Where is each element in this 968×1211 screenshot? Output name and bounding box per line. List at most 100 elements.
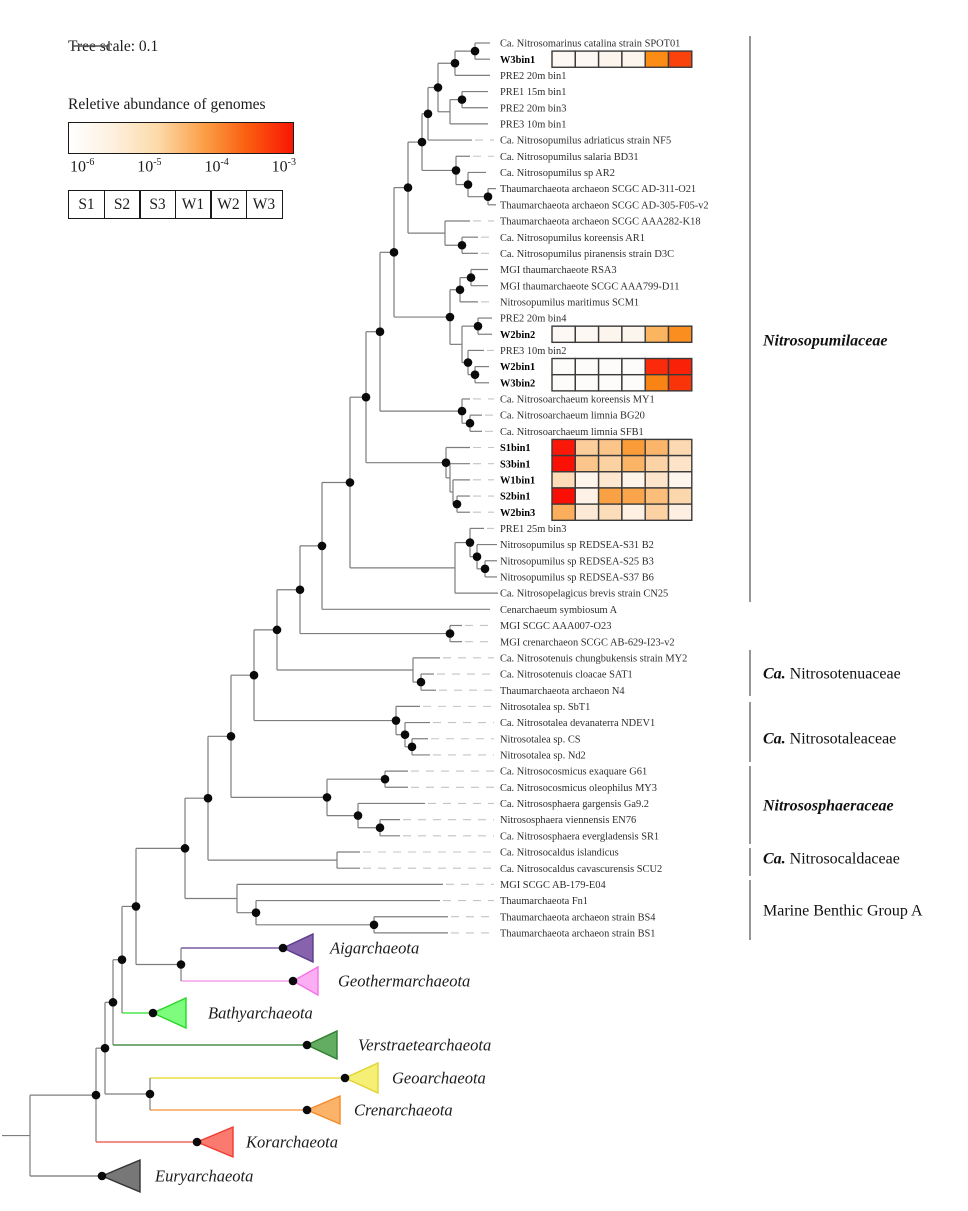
heatmap-cell — [667, 50, 693, 68]
tree-node-dot — [317, 541, 327, 551]
clade-triangle — [305, 1029, 338, 1061]
leaf-label: Ca. Nitrosoarchaeum limnia BG20 — [500, 411, 645, 422]
leaf-label: PRE1 25m bin3 — [500, 524, 566, 535]
sample-box-w2: W2 — [210, 190, 247, 220]
leaf-label: Ca. Nitrosomarinus catalina strain SPOT0… — [500, 39, 680, 50]
tree-node-dot — [450, 58, 460, 68]
leaf-label: Ca. Nitrosoarchaeum koreensis MY1 — [500, 395, 655, 406]
tree-node-dot — [441, 458, 451, 467]
tree-node-dot — [361, 392, 371, 402]
tree-node-dot — [445, 629, 455, 638]
tree-node-dot — [180, 844, 190, 853]
tree-node-dot — [302, 1040, 312, 1050]
tree-node-dot — [117, 955, 127, 965]
tree-node-dot — [176, 960, 186, 969]
leaf-label: PRE2 20m bin3 — [500, 103, 566, 114]
tree-node-dot — [345, 478, 355, 487]
heatmap-cell — [667, 471, 693, 489]
tree-node-dot — [278, 943, 288, 953]
sample-box-s2: S2 — [103, 190, 141, 220]
leaf-label: W2bin3 — [500, 508, 535, 519]
heatmap-cell — [667, 503, 693, 522]
tree-node-dot — [375, 327, 385, 337]
tree-node-dot — [480, 564, 490, 574]
heatmap-cell — [644, 487, 670, 505]
heatmap-cell — [644, 357, 670, 376]
tree-node-dot — [472, 552, 482, 562]
tree-node-dot — [251, 908, 261, 917]
sample-box-w3: W3 — [245, 190, 283, 220]
heatmap-cell — [551, 50, 576, 68]
leaf-label: Ca. Nitrosopumilus piranensis strain D3C — [500, 249, 674, 260]
leaf-label: PRE3 10m bin1 — [500, 120, 566, 131]
leaf-label: Thaumarchaeota archaeon N4 — [500, 686, 625, 697]
clade-triangle — [281, 932, 314, 964]
leaf-label: MGI SCGC AAA007-O23 — [500, 621, 611, 632]
heatmap-cell — [644, 438, 670, 457]
heatmap-cell — [597, 325, 623, 344]
leaf-label: Ca. Nitrososphaera gargensis Ga9.2 — [500, 799, 649, 810]
heatmap-cell — [597, 503, 623, 522]
clade-label: Geoarchaeota — [392, 1069, 486, 1088]
tree-node-dot — [375, 823, 385, 833]
family-label: Nitrososphaeraceae — [762, 798, 894, 815]
leaf-label: Nitrosopumilus sp REDSEA-S31 B2 — [500, 540, 654, 551]
tree-node-dot — [100, 1043, 110, 1053]
leaf-label: Ca. Nitrosocosmicus oleophilus MY3 — [500, 783, 657, 794]
tree-node-dot — [463, 358, 473, 367]
leaf-label: Nitrosotalea sp. SbT1 — [500, 702, 590, 713]
tree-node-dot — [465, 418, 475, 428]
heatmap-cell — [644, 471, 670, 489]
leaf-label: Ca. Nitrosocosmicus exaquare G61 — [500, 767, 647, 778]
heatmap-cell — [551, 357, 576, 376]
tree-node-dot — [97, 1171, 107, 1181]
tree-node-dot — [340, 1073, 350, 1083]
heatmap-cell — [621, 454, 646, 473]
heatmap-cell — [551, 325, 576, 344]
leaf-label: Ca. Nitrosotenuis chungbukensis strain M… — [500, 653, 687, 664]
heatmap-cell — [574, 454, 600, 473]
heatmap-cell — [551, 373, 576, 392]
heatmap-cell — [574, 503, 600, 522]
tree-node-dot — [465, 538, 475, 547]
family-label: Ca. Nitrosotaleaceae — [763, 731, 896, 748]
clade-triangle — [305, 1094, 341, 1126]
clade-triangle — [100, 1158, 141, 1194]
tree-node-dot — [131, 902, 141, 911]
leaf-label: Thaumarchaeota archaeon SCGC AD-305-F05-… — [500, 200, 709, 211]
tree-node-dot — [457, 95, 467, 104]
leaf-label: Nitrosopumilus sp REDSEA-S25 B3 — [500, 556, 654, 567]
tree-scale-bar-icon — [72, 41, 110, 51]
leaf-label: PRE2 20m bin1 — [500, 71, 566, 82]
family-label: Nitrosopumilaceae — [762, 333, 887, 350]
tree-node-dot — [433, 83, 443, 92]
tree-node-dot — [203, 793, 213, 803]
leaf-label: W1bin1 — [500, 475, 535, 486]
leaf-label: S3bin1 — [500, 459, 531, 470]
leaf-label: Thaumarchaeota Fn1 — [500, 896, 588, 907]
heatmap-cell — [574, 357, 600, 376]
leaf-label: S2bin1 — [500, 492, 531, 503]
tree-node-dot — [369, 920, 379, 930]
heatmap-cell — [597, 454, 623, 473]
heatmap-cell — [667, 373, 693, 392]
tree-node-dot — [353, 811, 363, 820]
heatmap-cell — [597, 471, 623, 489]
heatmap-cell — [644, 373, 670, 392]
abundance-tick-labels: 10-6 10-5 10-4 10-3 — [68, 157, 298, 176]
leaf-label: PRE2 20m bin4 — [500, 314, 567, 325]
heatmap-cell — [574, 471, 600, 489]
heatmap-cell — [667, 454, 693, 473]
heatmap-cell — [574, 438, 600, 457]
tree-node-dot — [288, 976, 298, 986]
leaf-label: MGI crenarchaeon SCGC AB-629-I23-v2 — [500, 637, 675, 648]
tree-node-dot — [473, 321, 483, 331]
tree-node-dot — [322, 793, 332, 802]
tree-node-dot — [272, 625, 282, 635]
heatmap-cell — [667, 438, 693, 457]
heatmap-cell — [551, 454, 576, 473]
leaf-label: Thaumarchaeota archaeon SCGC AAA282-K18 — [500, 217, 701, 228]
clade-triangle — [195, 1125, 234, 1159]
heatmap-cell — [597, 487, 623, 505]
